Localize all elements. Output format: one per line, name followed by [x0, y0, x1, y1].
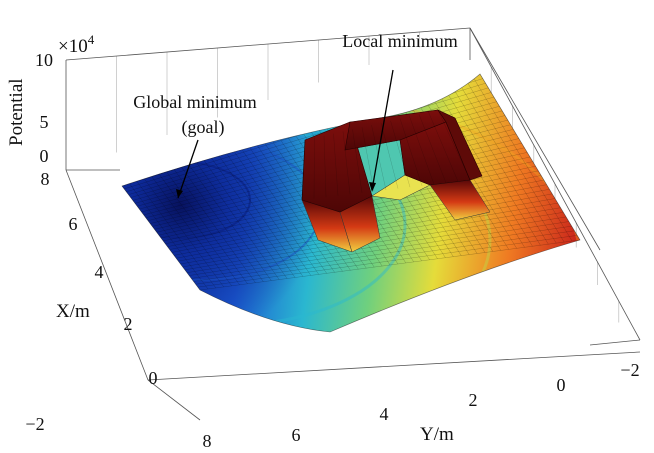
y-tick-label: 8 [203, 431, 212, 451]
x-tick-label: 0 [149, 368, 158, 388]
annotation-global-minimum: Global minimum (goal) [133, 92, 257, 199]
annotation-global-line-1: Global minimum [133, 92, 257, 112]
x-tick-label: 6 [69, 214, 78, 234]
y-tick-label: 0 [557, 375, 566, 395]
potential-surface [122, 74, 580, 332]
annotation-local-line-1: Local minimum [342, 31, 457, 51]
y-tick-label: 6 [292, 425, 301, 445]
y-tick-label: −2 [620, 360, 639, 380]
y-tick-label: 2 [469, 390, 478, 410]
y-axis-label: Y/m [420, 424, 454, 445]
y-tick-label: 4 [380, 404, 389, 424]
z-tick-label: 5 [40, 112, 49, 132]
annotation-local-minimum: Local minimum [342, 31, 458, 192]
z-axis-label: Potential [6, 78, 27, 146]
x-tick-label: 8 [41, 169, 50, 189]
z-tick-label: 10 [35, 50, 53, 70]
x-tick-label: 4 [95, 262, 104, 282]
z-tick-label: 0 [40, 146, 49, 166]
annotation-global-line-2: (goal) [182, 117, 225, 138]
x-tick-label: −2 [25, 414, 44, 434]
x-tick-label: 2 [124, 314, 133, 334]
x-axis-label: X/m [56, 301, 90, 322]
z-scale-label: ×104 [58, 32, 95, 57]
obstacle [301, 109, 491, 253]
